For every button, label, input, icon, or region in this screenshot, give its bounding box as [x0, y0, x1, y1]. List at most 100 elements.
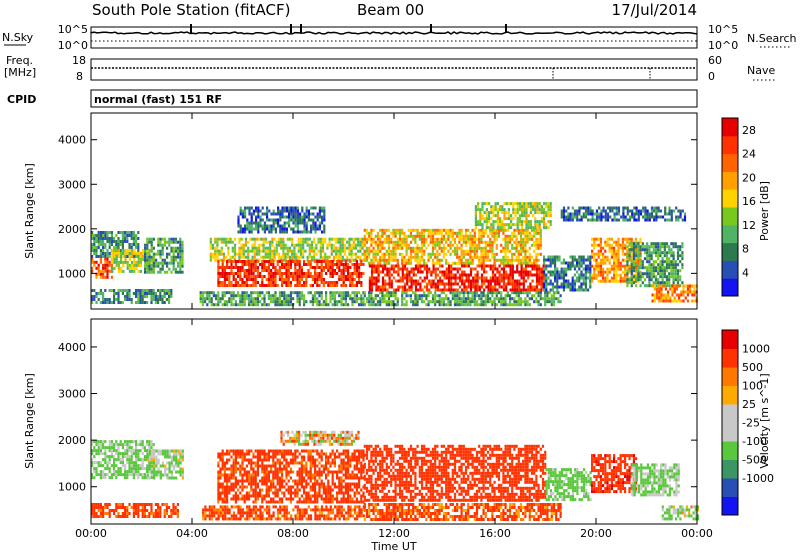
heatmap-cell — [121, 289, 124, 292]
heatmap-cell — [263, 303, 266, 307]
heatmap-cell — [121, 231, 124, 234]
heatmap-cell — [337, 252, 340, 256]
heatmap-cell — [113, 467, 116, 471]
heatmap-cell — [414, 255, 417, 259]
heatmap-cell — [405, 303, 408, 307]
heatmap-cell — [310, 255, 314, 259]
heatmap-cell — [281, 227, 284, 231]
heatmap-cell — [347, 275, 350, 278]
heatmap-cell — [115, 470, 118, 474]
heatmap-cell — [303, 218, 306, 222]
heatmap-cell — [567, 267, 570, 271]
heatmap-cell — [438, 261, 441, 265]
heatmap-cell — [593, 237, 596, 241]
heatmap-cell — [423, 237, 426, 241]
heatmap-cell — [281, 272, 284, 275]
heatmap-cell — [342, 291, 345, 295]
heatmap-cell — [505, 264, 508, 268]
heatmap-cell — [467, 258, 470, 262]
heatmap-cell — [525, 214, 528, 218]
heatmap-cell — [558, 276, 561, 280]
heatmap-cell — [520, 276, 523, 280]
heatmap-cell — [622, 212, 625, 216]
heatmap-cell — [303, 227, 306, 231]
heatmap-cell — [657, 215, 660, 219]
heatmap-cell — [270, 294, 273, 298]
heatmap-cell — [97, 292, 100, 295]
heatmap-cell — [420, 249, 424, 253]
heatmap-cell — [397, 270, 400, 274]
heatmap-cell — [124, 255, 127, 258]
cpid-label: CPID — [7, 93, 36, 106]
heatmap-cell — [95, 301, 98, 304]
heatmap-cell — [613, 261, 616, 265]
heatmap-cell — [102, 458, 105, 462]
heatmap-cell — [365, 258, 369, 262]
heatmap-cell — [320, 281, 323, 284]
heatmap-cell — [280, 243, 283, 247]
heatmap-cell — [394, 228, 397, 232]
heatmap-cell — [306, 240, 309, 244]
heatmap-cell — [241, 263, 244, 266]
heatmap-cell — [230, 266, 233, 269]
heatmap-cell — [405, 258, 408, 262]
heatmap-cell — [392, 258, 395, 262]
heatmap-cell — [325, 297, 328, 301]
heatmap-cell — [337, 249, 340, 253]
heatmap-cell — [161, 264, 164, 268]
heatmap-cell — [261, 263, 264, 266]
heatmap-cell — [531, 264, 534, 268]
heatmap-cell — [106, 237, 109, 240]
heatmap-cell — [542, 276, 545, 280]
heatmap-cell — [578, 273, 581, 277]
heatmap-cell — [252, 303, 255, 307]
heatmap-cell — [670, 272, 673, 276]
heatmap-cell — [471, 294, 474, 298]
heatmap-cell — [102, 255, 105, 258]
heatmap-cell — [248, 263, 251, 266]
heatmap-cell — [315, 246, 318, 250]
heatmap-cell — [604, 218, 607, 222]
heatmap-cell — [257, 227, 260, 231]
heatmap-cell — [292, 275, 295, 278]
heatmap-cell — [469, 231, 472, 235]
heatmap-cell — [266, 249, 270, 253]
heatmap-cell — [281, 260, 284, 263]
heatmap-cell — [394, 255, 397, 259]
heatmap-cell — [490, 217, 493, 221]
heatmap-cell — [492, 226, 495, 230]
heatmap-cell — [589, 267, 592, 271]
heatmap-cell — [412, 249, 415, 253]
heatmap-cell — [677, 218, 680, 222]
heatmap-cell — [522, 261, 525, 265]
heatmap-cell — [148, 267, 151, 271]
heatmap-cell — [537, 291, 540, 295]
heatmap-cell — [528, 246, 531, 250]
heatmap-cell — [560, 273, 563, 277]
heatmap-cell — [260, 249, 263, 253]
heatmap-cell — [344, 284, 347, 287]
heatmap-cell — [532, 208, 535, 212]
heatmap-cell — [613, 264, 616, 268]
heatmap-cell — [633, 215, 636, 219]
heatmap-cell — [243, 263, 246, 266]
heatmap-cell — [392, 243, 395, 247]
heatmap-cell — [452, 282, 455, 286]
heatmap-cell — [322, 303, 325, 307]
heatmap-cell — [124, 234, 127, 237]
heatmap-cell — [615, 218, 618, 222]
heatmap-cell — [549, 288, 552, 292]
heatmap-cell — [394, 297, 397, 301]
heatmap-cell — [226, 300, 229, 304]
heatmap-cell — [133, 266, 136, 270]
heatmap-cell — [419, 282, 422, 286]
heatmap-cell — [250, 263, 253, 266]
heatmap-cell — [280, 237, 283, 241]
heatmap-cell — [316, 224, 319, 228]
heatmap-cell — [358, 263, 361, 266]
heatmap-cell — [395, 279, 398, 283]
heatmap-cell — [311, 297, 314, 301]
heatmap-cell — [516, 279, 519, 283]
heatmap-cell — [664, 212, 667, 216]
heatmap-cell — [580, 261, 583, 265]
